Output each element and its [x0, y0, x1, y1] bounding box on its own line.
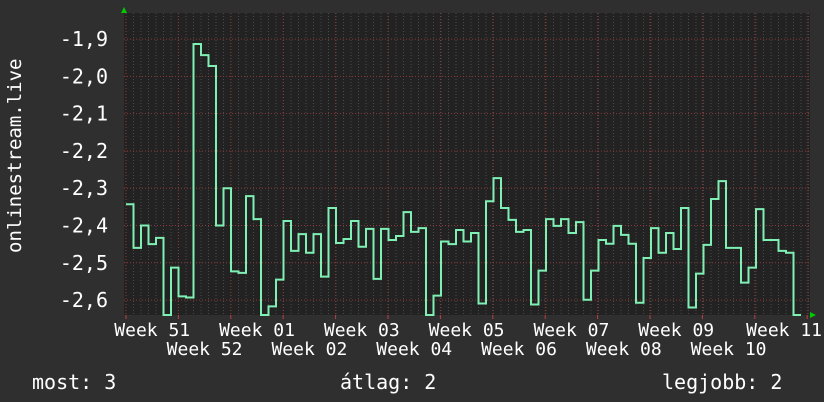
x-tick-label: Week 08	[586, 339, 662, 360]
footer-current: most: 3	[32, 370, 117, 394]
x-tick-label: Week 07	[533, 320, 609, 341]
x-tick-label: Week 02	[271, 339, 347, 360]
y-tick-label: -1,9	[60, 27, 108, 51]
y-axis-label: onlinestream.live	[4, 58, 26, 253]
x-tick-label: Week 10	[691, 339, 767, 360]
x-tick-label: Week 05	[429, 320, 505, 341]
x-tick-label: Week 51	[114, 320, 190, 341]
x-tick-label: Week 04	[376, 339, 452, 360]
x-axis-arrow-icon	[810, 312, 816, 318]
plot-area	[124, 13, 810, 315]
footer-max: legjobb: 2	[662, 370, 783, 394]
x-tick-label: Week 06	[481, 339, 557, 360]
x-tick-label: Week 11	[746, 320, 822, 341]
y-tick-label: -2,0	[60, 64, 108, 88]
footer-average: átlag: 2	[340, 370, 437, 394]
y-tick-label: -2,1	[60, 102, 108, 126]
y-tick-label: -2,6	[60, 288, 108, 312]
x-tick-label: Week 52	[167, 339, 243, 360]
x-tick-label: Week 09	[638, 320, 714, 341]
x-tick-label: Week 01	[219, 320, 295, 341]
y-axis-arrow-icon	[121, 7, 127, 13]
series-line	[126, 42, 801, 316]
y-tick-label: -2,2	[60, 139, 108, 163]
grid	[124, 13, 810, 319]
y-ticks: -1,9 -2,0 -2,1 -2,2 -2,3 -2,4 -2,5 -2,6	[60, 27, 108, 312]
y-tick-label: -2,4	[60, 214, 108, 238]
y-tick-label: -2,3	[60, 176, 108, 200]
y-tick-label: -2,5	[60, 251, 108, 275]
x-tick-label: Week 03	[324, 320, 400, 341]
